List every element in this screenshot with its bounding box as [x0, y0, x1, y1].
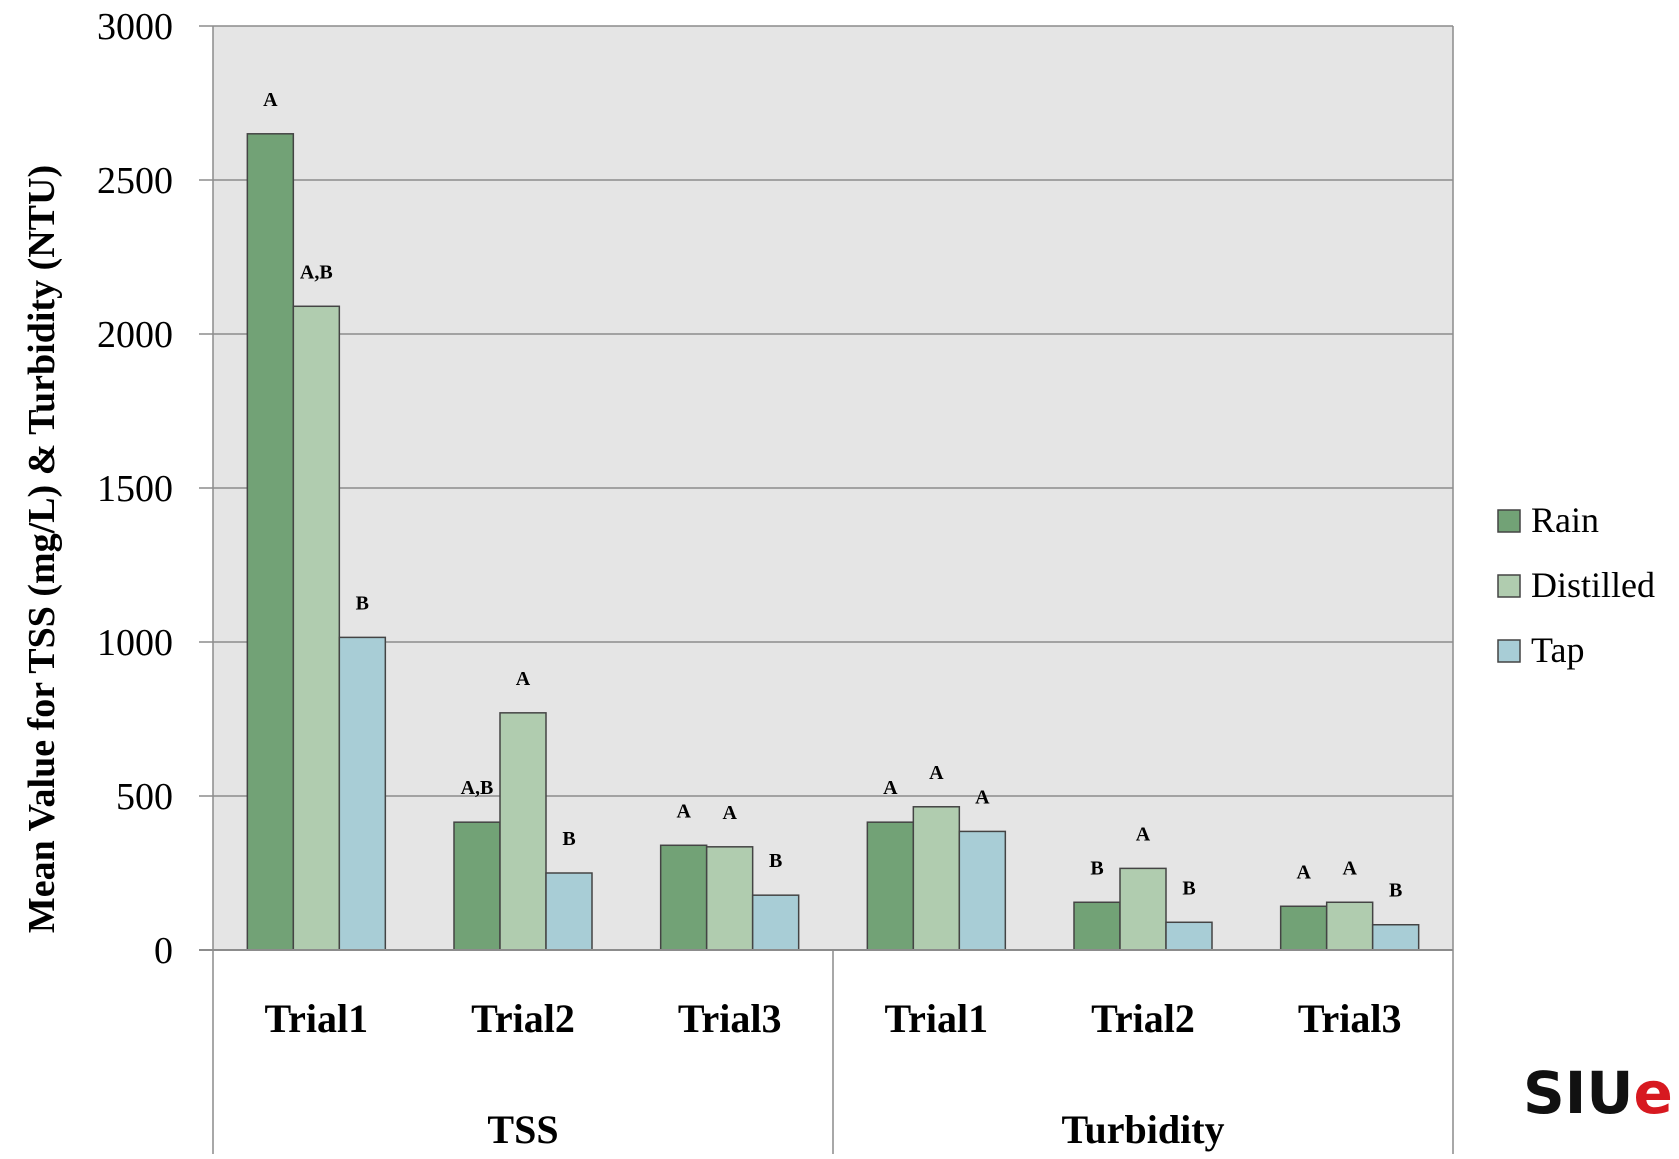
- data-label-distilled-4: A: [929, 762, 944, 784]
- legend: Rain Distilled Tap: [1497, 500, 1655, 670]
- svg-text:SIUe: SIUe: [1523, 1059, 1673, 1127]
- legend-swatch-rain: [1497, 509, 1521, 533]
- x-category-label-1: Trial1: [264, 996, 368, 1041]
- axes: [199, 25, 1454, 1154]
- y-tick-label-1000: 1000: [97, 622, 173, 664]
- x-group-label-2: Turbidity: [1061, 1107, 1224, 1152]
- x-category-label-2: Trial2: [471, 996, 575, 1041]
- bars: [246, 133, 1420, 951]
- bar-distilled-3: [705, 846, 754, 951]
- bar-distilled-6: [1325, 901, 1374, 951]
- data-label-tap-3: B: [769, 850, 782, 872]
- data-labels: A A,B B A,B A B A A B A A A B A B A A B: [263, 89, 1402, 902]
- legend-swatch-distilled: [1497, 574, 1521, 598]
- data-label-rain-6: A: [1296, 861, 1311, 883]
- bar-tap-4: [958, 830, 1007, 951]
- bar-tap-6: [1371, 923, 1420, 951]
- bar-rain-5: [1073, 901, 1121, 951]
- logo-text-dark: SIU: [1523, 1059, 1633, 1127]
- x-category-label-6: Trial3: [1298, 996, 1402, 1041]
- bar-rain-3: [659, 844, 708, 951]
- data-label-tap-2: B: [562, 828, 575, 850]
- data-label-rain-2: A,B: [461, 777, 494, 799]
- legend-swatch-tap: [1497, 639, 1521, 663]
- data-label-distilled-1: A,B: [300, 261, 333, 283]
- legend-label-rain: Rain: [1531, 500, 1599, 540]
- x-group-label-1: TSS: [487, 1107, 558, 1152]
- bar-tap-3: [751, 894, 800, 951]
- bar-rain-4: [866, 821, 915, 951]
- y-tick-label-2500: 2500: [97, 160, 173, 202]
- gridlines: [213, 25, 1453, 797]
- siue-logo: SIUe: [1523, 1059, 1673, 1127]
- bar-rain-6: [1279, 905, 1328, 951]
- data-label-distilled-5: A: [1136, 823, 1151, 845]
- x-category-label-5: Trial2: [1091, 996, 1195, 1041]
- x-axis-labels: Trial1 Trial2 Trial3 Trial1 Trial2 Trial3 TSS T…: [264, 996, 1401, 1152]
- bar-rain-2: [453, 821, 501, 951]
- logo-text-accent: e: [1633, 1059, 1672, 1127]
- y-tick-labels: 0 500 1000 1500 2000 2500 3000: [97, 6, 173, 972]
- bar-distilled-5: [1119, 867, 1167, 951]
- x-category-label-4: Trial1: [884, 996, 988, 1041]
- bar-distilled-2: [499, 712, 547, 951]
- legend-label-distilled: Distilled: [1531, 565, 1655, 605]
- data-label-tap-6: B: [1389, 880, 1402, 902]
- bar-tap-5: [1165, 921, 1213, 951]
- data-label-tap-5: B: [1182, 877, 1195, 899]
- y-axis-label: Mean Value for TSS (mg/L) & Turbidity (N…: [21, 165, 63, 933]
- data-label-distilled-6: A: [1342, 857, 1357, 879]
- data-label-rain-4: A: [883, 777, 898, 799]
- bar-tap-1: [338, 636, 387, 951]
- y-tick-label-3000: 3000: [97, 6, 173, 48]
- bar-rain-1: [246, 133, 295, 951]
- data-label-rain-5: B: [1090, 857, 1103, 879]
- bar-tap-2: [545, 872, 593, 951]
- x-category-label-3: Trial3: [678, 996, 782, 1041]
- data-label-rain-1: A: [263, 89, 278, 111]
- legend-label-tap: Tap: [1531, 630, 1584, 670]
- bar-distilled-4: [912, 806, 961, 951]
- bar-distilled-1: [292, 305, 341, 951]
- y-tick-label-0: 0: [154, 930, 173, 972]
- data-label-distilled-2: A: [516, 668, 531, 690]
- data-label-rain-3: A: [676, 800, 691, 822]
- y-tick-label-2000: 2000: [97, 314, 173, 356]
- data-label-tap-4: A: [975, 786, 990, 808]
- y-tick-label-500: 500: [116, 776, 173, 818]
- data-label-distilled-3: A: [722, 802, 737, 824]
- data-label-tap-1: B: [356, 592, 369, 614]
- y-tick-label-1500: 1500: [97, 468, 173, 510]
